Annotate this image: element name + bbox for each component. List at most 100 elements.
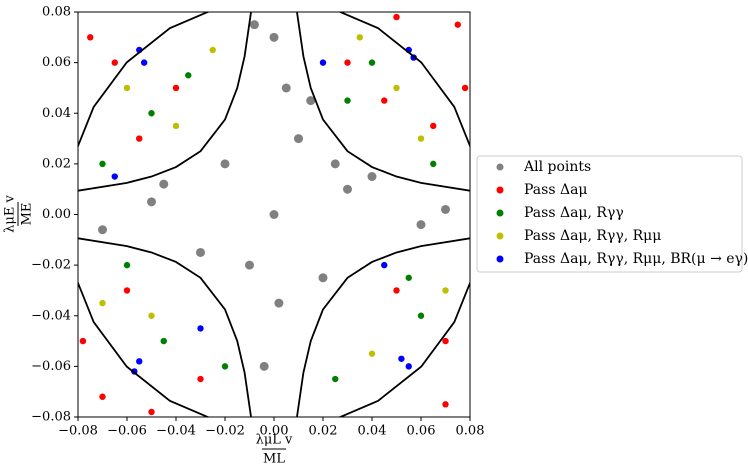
- y-tick-label: 0.00: [42, 207, 71, 222]
- x-tick-label: −0.02: [205, 424, 245, 439]
- point: [148, 110, 155, 117]
- legend-label: All points: [523, 159, 591, 175]
- point: [209, 46, 216, 54]
- y-tick-label: 0.02: [42, 156, 71, 171]
- point: [442, 401, 449, 408]
- point: [269, 210, 279, 219]
- point: [416, 220, 426, 230]
- point: [393, 287, 400, 294]
- point: [87, 34, 94, 41]
- y-tick-label: −0.02: [31, 258, 71, 273]
- point: [356, 34, 363, 41]
- point: [430, 122, 437, 130]
- y-label: λμE v ME: [3, 195, 35, 233]
- point: [368, 59, 376, 66]
- boundary-curve: [78, 12, 252, 192]
- point: [381, 97, 388, 104]
- point: [79, 337, 87, 345]
- y-tick-label: 0.08: [42, 5, 71, 20]
- point: [417, 135, 425, 142]
- point: [405, 363, 412, 370]
- point: [160, 337, 167, 345]
- x-tick-label: −0.06: [107, 424, 147, 439]
- point: [123, 261, 131, 269]
- point: [442, 287, 449, 294]
- legend-label: Pass Δaμ, Rγγ: [524, 205, 624, 221]
- point: [147, 197, 156, 207]
- point: [98, 225, 107, 235]
- x-tick-label: 0.02: [309, 424, 338, 439]
- point: [274, 298, 284, 308]
- point: [245, 260, 254, 270]
- point: [393, 13, 400, 21]
- point: [123, 287, 131, 294]
- legend-marker: [496, 209, 504, 217]
- legend-label: Pass Δaμ, Rγγ, Rμμ: [524, 228, 661, 244]
- x-tick-label: 0.04: [358, 424, 387, 439]
- point: [405, 274, 412, 281]
- point: [381, 261, 388, 269]
- point: [221, 363, 229, 370]
- point: [136, 135, 143, 142]
- point: [368, 350, 376, 357]
- point: [294, 134, 303, 144]
- point: [172, 84, 180, 92]
- point: [99, 393, 106, 400]
- point: [441, 204, 450, 214]
- point: [220, 159, 230, 169]
- point: [398, 355, 405, 362]
- boundary-curve: [78, 237, 252, 417]
- x-label-numerator: λμL v: [256, 433, 293, 448]
- y-tick-label: −0.08: [31, 410, 71, 425]
- point: [306, 96, 316, 106]
- legend-marker: [496, 255, 504, 263]
- point: [367, 172, 377, 182]
- y-tick-label: 0.04: [42, 106, 71, 121]
- point: [99, 299, 106, 307]
- y-tick-label: −0.06: [31, 359, 71, 374]
- point: [249, 20, 259, 30]
- y-tick-label: −0.04: [31, 308, 71, 323]
- point: [344, 97, 351, 104]
- point: [197, 375, 204, 383]
- point: [140, 59, 148, 66]
- legend-marker: [496, 232, 504, 240]
- point: [269, 32, 279, 42]
- point: [343, 184, 352, 194]
- x-tick-label: −0.08: [58, 424, 98, 439]
- x-tick-label: 0.06: [407, 424, 436, 439]
- point: [393, 84, 400, 92]
- plot-area: [78, 12, 470, 417]
- point: [330, 159, 340, 169]
- point: [344, 59, 351, 66]
- point: [461, 84, 469, 92]
- point: [281, 83, 291, 93]
- y-tick-label: 0.06: [42, 55, 71, 70]
- point: [454, 21, 461, 28]
- point: [430, 160, 437, 168]
- y-label-denominator: ME: [20, 203, 35, 226]
- point: [159, 179, 169, 189]
- legend-label: Pass Δaμ: [524, 182, 588, 198]
- boundary-curve: [296, 12, 470, 192]
- point: [197, 325, 204, 332]
- point: [123, 84, 131, 92]
- point: [417, 312, 425, 319]
- point: [259, 361, 269, 371]
- x-tick-label: 0.00: [260, 424, 289, 439]
- point: [99, 160, 106, 168]
- boundary-curve: [78, 12, 470, 417]
- x-label-denominator: ML: [263, 452, 285, 467]
- point: [111, 173, 118, 180]
- legend: All points Pass Δaμ Pass Δaμ, Rγγ Pass Δaμ,…: [476, 155, 748, 273]
- point: [318, 273, 328, 283]
- x-tick-label: 0.08: [456, 424, 485, 439]
- x-tick-label: −0.04: [156, 424, 196, 439]
- point: [185, 72, 192, 79]
- legend-marker: [496, 186, 504, 194]
- y-label-numerator: λμE v: [3, 195, 18, 233]
- point: [332, 375, 339, 383]
- legend-frame: [476, 155, 743, 273]
- point: [148, 408, 155, 416]
